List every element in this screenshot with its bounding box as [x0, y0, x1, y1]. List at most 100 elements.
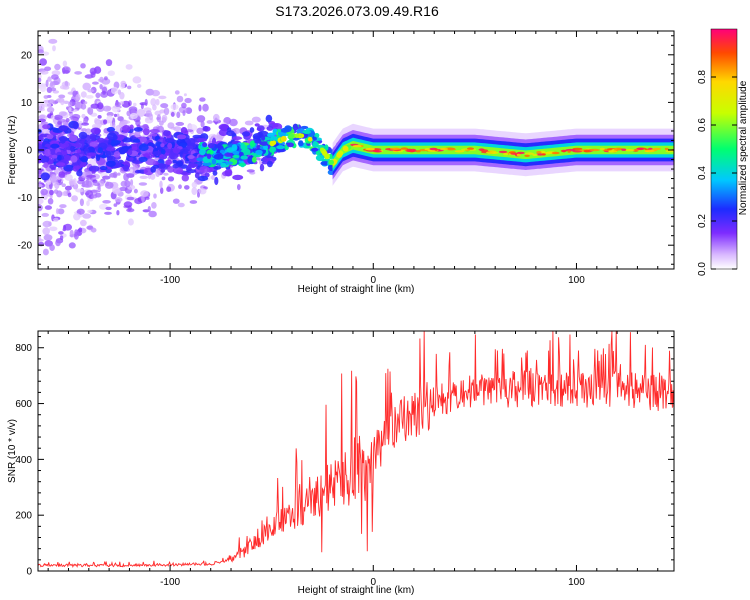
heatmap-cell — [61, 183, 66, 187]
heatmap-cell — [181, 174, 189, 182]
heatmap-cell — [454, 150, 465, 153]
heatmap-cell — [191, 187, 198, 196]
heatmap-cell — [196, 115, 206, 123]
heatmap-cell — [251, 156, 257, 163]
heatmap-cell — [176, 134, 187, 140]
heatmap-cell — [58, 94, 66, 99]
heatmap-cell — [224, 152, 233, 157]
heatmap-cell — [259, 163, 265, 172]
heatmap-cell — [583, 149, 590, 153]
heatmap-cell — [307, 136, 313, 142]
heatmap-cell — [52, 45, 56, 52]
heatmap-cell — [45, 79, 49, 88]
heatmap-cell — [232, 174, 244, 181]
heatmap-cell — [68, 135, 78, 142]
heatmap-cell — [140, 190, 149, 197]
heatmap-cell — [161, 114, 168, 122]
heatmap-cell — [200, 121, 205, 128]
heatmap-cell — [119, 101, 124, 105]
heatmap-cell — [160, 168, 166, 173]
heatmap-cell — [71, 195, 78, 202]
x-tick-label: 0 — [370, 275, 376, 286]
heatmap-cell — [55, 162, 66, 167]
heatmap-cell — [58, 171, 66, 178]
heatmap-cell — [292, 123, 299, 131]
heatmap-cell — [86, 152, 97, 157]
heatmap-cell — [67, 192, 72, 198]
heatmap-cell — [150, 98, 157, 106]
heatmap-cell — [160, 187, 164, 195]
heatmap-cell — [47, 198, 54, 205]
heatmap-cell — [80, 103, 87, 110]
heatmap-cell — [151, 133, 158, 137]
heatmap-cell — [114, 101, 121, 107]
heatmap-cell — [439, 147, 449, 151]
colorbar-ticks: 0.0 0.2 0.4 0.6 0.8 — [697, 70, 737, 276]
heatmap-cell — [49, 164, 57, 170]
heatmap-cell — [49, 189, 54, 196]
heatmap-cell — [54, 63, 61, 71]
y-tick-label: -10 — [18, 193, 33, 204]
heatmap-cell — [183, 93, 187, 97]
colorbar-tick-label: 0.4 — [697, 166, 708, 180]
heatmap-cell — [78, 120, 83, 128]
heatmap-cell — [143, 128, 150, 136]
heatmap-cell — [152, 164, 160, 169]
heatmap-cell — [54, 114, 63, 121]
heatmap-cell — [170, 111, 175, 117]
heatmap-cell — [153, 193, 157, 199]
heatmap-cell — [142, 124, 149, 129]
heatmap-cell — [163, 130, 171, 137]
heatmap-cell — [155, 169, 161, 178]
heatmap-cell — [300, 125, 309, 130]
heatmap-cell — [664, 147, 669, 151]
heatmap-cell — [51, 70, 61, 76]
heatmap-cell — [551, 151, 560, 155]
heatmap-cell — [112, 186, 121, 195]
heatmap-cell — [70, 145, 75, 152]
heatmap-cell — [503, 152, 509, 156]
heatmap-cell — [68, 242, 76, 249]
heatmap-cell — [127, 218, 134, 226]
heatmap-cell — [145, 117, 150, 121]
heatmap-cell — [232, 136, 243, 141]
heatmap-cell — [99, 84, 103, 90]
snr-series-line — [38, 331, 674, 569]
heatmap-cell — [589, 148, 600, 152]
heatmap-cell — [70, 117, 78, 122]
heatmap-cell — [172, 147, 181, 154]
heatmap-cell — [160, 103, 169, 109]
heatmap-cell — [196, 127, 204, 135]
heatmap-cell — [80, 63, 86, 69]
heatmap-cell — [186, 169, 197, 174]
heatmap-cell — [163, 172, 169, 176]
heatmap-cell — [81, 122, 89, 126]
heatmap-cell — [50, 143, 60, 149]
heatmap-cell — [104, 181, 114, 189]
heatmap-cell — [214, 176, 219, 186]
heatmap-cell — [82, 213, 92, 219]
heatmap-cell — [73, 143, 81, 148]
heatmap-cell — [187, 163, 199, 168]
heatmap-cell — [294, 133, 300, 138]
heatmap-cell — [47, 76, 52, 82]
heatmap-cell — [302, 130, 312, 134]
heatmap-cell — [206, 120, 213, 124]
heatmap-cell — [152, 151, 163, 156]
heatmap-cell — [80, 155, 88, 163]
heatmap-cell — [57, 208, 65, 215]
x-tick-label: 100 — [568, 577, 585, 588]
heatmap-cell — [599, 147, 605, 151]
heatmap-cell — [229, 118, 238, 127]
heatmap-cell — [191, 181, 198, 188]
heatmap-cell — [38, 143, 42, 150]
heatmap-cell — [149, 129, 160, 134]
y-tick-label: 600 — [15, 399, 32, 410]
heatmap-cell — [314, 133, 320, 138]
heatmap-cell — [74, 152, 86, 157]
heatmap-cell — [139, 175, 149, 179]
heatmap-cell — [509, 151, 516, 154]
heatmap-cell — [138, 156, 148, 162]
heatmap-ridge-band — [332, 141, 674, 169]
